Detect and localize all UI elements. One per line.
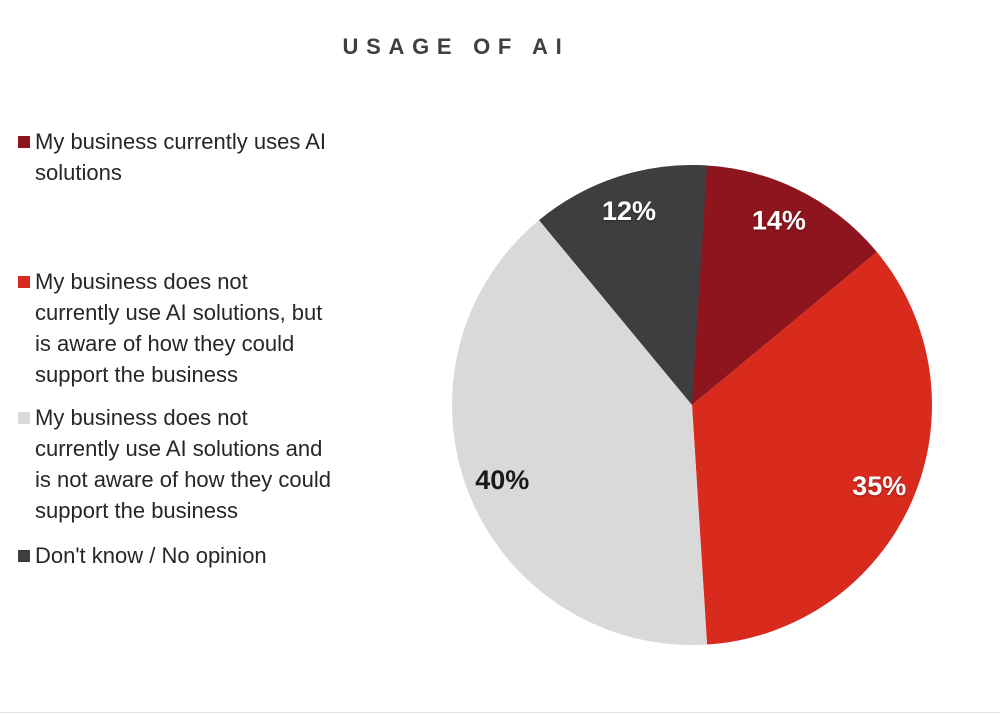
legend-label: My business does not currently use AI so… [35,405,331,523]
legend-label: Don't know / No opinion [35,543,267,568]
pie-slice-2 [452,220,708,645]
legend-label: My business does not currently use AI so… [35,269,323,387]
legend-marker-icon [18,412,30,424]
legend-marker-icon [18,550,30,562]
pie-slice-label-0: 14% [752,205,806,235]
pie-chart-svg: 14% 35% 40% 12% [452,165,932,645]
legend-item-not-using-but-aware: My business does not currently use AI so… [18,266,410,390]
legend-marker-icon [18,276,30,288]
pie-slice-1 [692,252,932,645]
pie-chart: 14% 35% 40% 12% [452,165,932,645]
pie-slice-3 [539,165,708,405]
legend-item-dont-know: Don't know / No opinion [18,540,410,571]
pie-slice-0 [692,165,877,405]
pie-slice-label-2: 40% [475,465,529,495]
legend-item-currently-uses-ai: My business currently uses AI solutions [18,126,410,188]
legend-item-not-using-not-aware: My business does not currently use AI so… [18,402,410,526]
chart-title: USAGE OF AI [342,34,570,59]
pie-slice-label-1: 35% [852,471,906,501]
legend-label: My business currently uses AI solutions [35,129,327,185]
page-bottom-divider [0,712,1000,713]
pie-slice-label-3: 12% [602,196,656,226]
legend-marker-icon [18,136,30,148]
legend: My business currently uses AI solutions … [18,126,410,571]
